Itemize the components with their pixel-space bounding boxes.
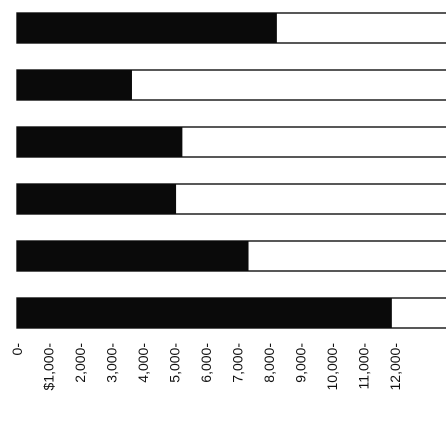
x-tick-label: 9,000- — [293, 343, 309, 383]
bars-group — [16, 12, 446, 329]
bar — [17, 70, 132, 100]
x-tick-label: 8,000- — [261, 343, 277, 383]
x-tick-label: 7,000- — [230, 343, 246, 383]
x-tick-label: $1,000- — [41, 343, 57, 391]
x-tick-label: 0- — [9, 343, 25, 356]
x-tick-label: 6,000- — [198, 343, 214, 383]
bar — [17, 241, 249, 271]
bar — [17, 13, 277, 43]
x-tick-label: 5,000- — [167, 343, 183, 383]
x-tick-label: 2,000- — [72, 343, 88, 383]
bar — [17, 127, 183, 157]
x-tick-label: 11,000- — [356, 343, 372, 390]
x-tick-label: 3,000- — [104, 343, 120, 383]
bar — [17, 298, 392, 328]
x-tick-label: 12,000- — [387, 343, 403, 391]
x-tick-label: 4,000- — [135, 343, 151, 383]
bar — [17, 184, 177, 214]
x-tick-labels: 0- $1,000- 2,000- 3,000- 4,000- 5,000- 6,000- 7… — [9, 343, 403, 391]
x-tick-label: 10,000- — [324, 343, 340, 391]
